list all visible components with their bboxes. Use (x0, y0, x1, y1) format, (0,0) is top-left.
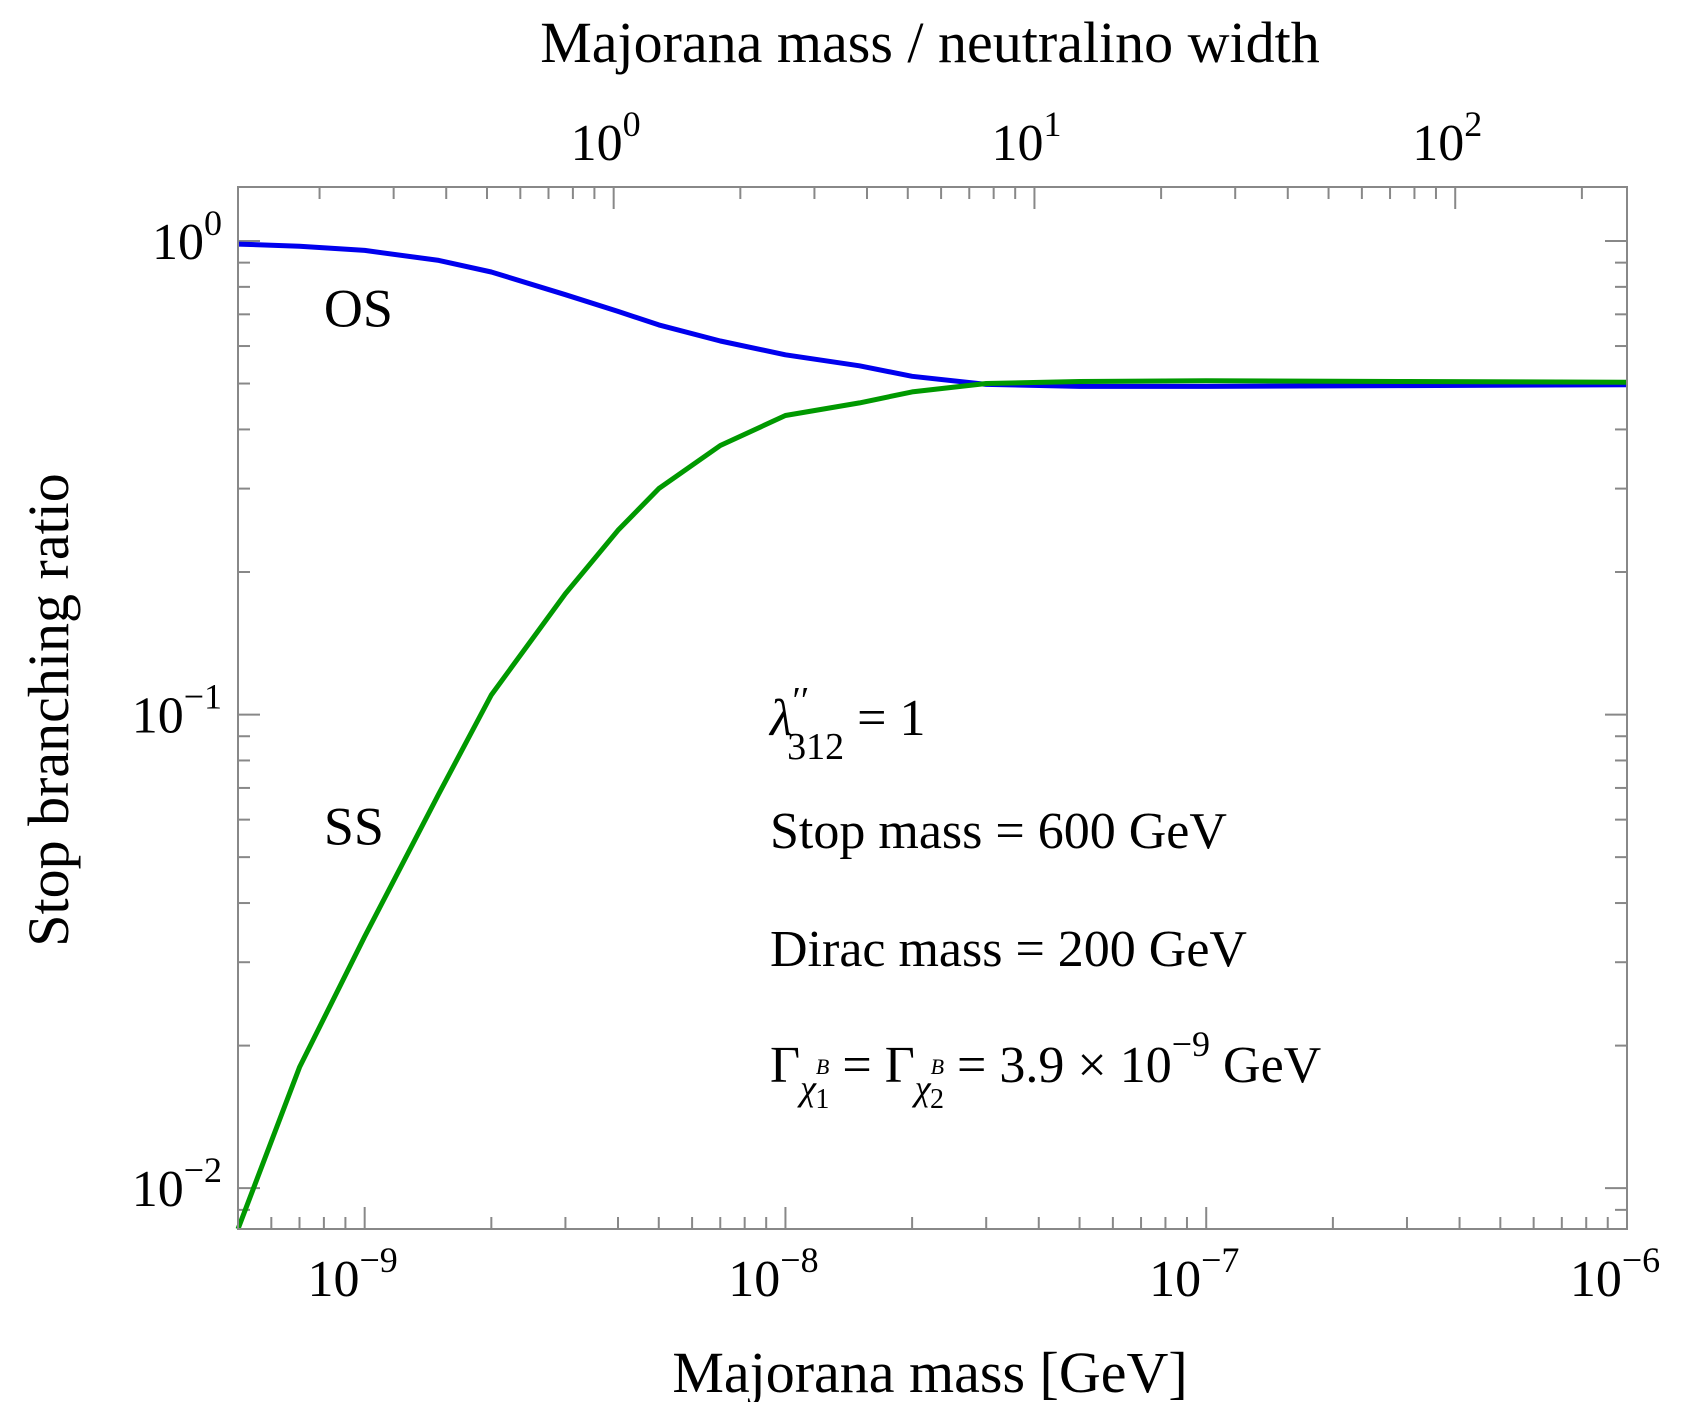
series-line-ss (235, 378, 1628, 1230)
annotation-stop-mass: Stop mass = 600 GeV (770, 803, 1227, 860)
annotation-dirac-mass: Dirac mass = 200 GeV (770, 921, 1247, 978)
x-tick-label: 10−8 (728, 1240, 818, 1308)
x-axis-title: Majorana mass [GeV] (672, 1340, 1187, 1402)
y-tick-label: 10−1 (132, 677, 222, 745)
top-axis-title: Majorana mass / neutralino width (540, 10, 1320, 75)
data-series (235, 241, 1628, 1230)
plot-frame (237, 186, 1628, 1230)
x-tick-label: 10−7 (1149, 1240, 1239, 1308)
series-line-os (237, 241, 1628, 389)
parameter-annotations: λ′′ 312 = 1 Stop mass = 600 GeV Dirac mas… (768, 680, 1321, 1115)
axis-ticks (237, 187, 1628, 1229)
y-axis-title: Stop branching ratio (16, 473, 81, 947)
annotation-neutralino-width: ΓχB 1 = ΓχB 2 = 3.9 × 10−9 GeV (770, 1024, 1321, 1115)
top-tick-label: 102 (1412, 104, 1482, 172)
y-tick-label: 10−2 (132, 1150, 222, 1218)
x-tick-label: 10−9 (308, 1240, 398, 1308)
axis-tick-labels: 10−9 10−8 10−7 10−6 100 101 102 100 10−1 10−2 (132, 104, 1660, 1308)
x-tick-label: 10−6 (1570, 1240, 1660, 1308)
top-tick-label: 101 (991, 104, 1061, 172)
y-tick-label: 100 (152, 203, 222, 271)
curve-label-os: OS (324, 279, 393, 339)
curve-label-ss: SS (324, 797, 384, 857)
annotation-coupling: λ′′ 312 = 1 (768, 680, 925, 768)
top-tick-label: 100 (571, 104, 641, 172)
curve-labels: OS SS (324, 279, 393, 857)
